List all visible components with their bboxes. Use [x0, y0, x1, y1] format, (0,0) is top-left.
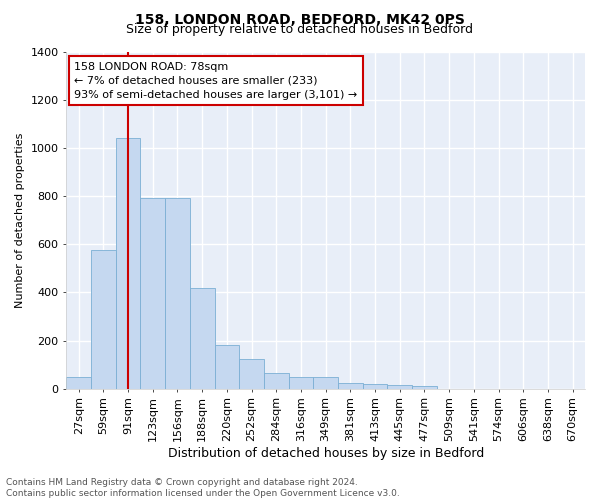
Bar — [264, 373, 289, 388]
Bar — [239, 358, 264, 388]
Bar — [116, 138, 140, 388]
Bar — [338, 382, 363, 388]
Text: Size of property relative to detached houses in Bedford: Size of property relative to detached ho… — [127, 22, 473, 36]
Bar — [190, 288, 215, 388]
Bar — [289, 376, 313, 388]
Bar — [412, 386, 437, 388]
Bar — [363, 384, 388, 388]
Text: 158, LONDON ROAD, BEDFORD, MK42 0PS: 158, LONDON ROAD, BEDFORD, MK42 0PS — [135, 12, 465, 26]
Bar — [140, 198, 165, 388]
Bar — [165, 198, 190, 388]
Y-axis label: Number of detached properties: Number of detached properties — [15, 132, 25, 308]
Bar — [67, 376, 91, 388]
Bar — [313, 376, 338, 388]
Bar — [215, 346, 239, 389]
X-axis label: Distribution of detached houses by size in Bedford: Distribution of detached houses by size … — [167, 447, 484, 460]
Text: Contains HM Land Registry data © Crown copyright and database right 2024.
Contai: Contains HM Land Registry data © Crown c… — [6, 478, 400, 498]
Text: 158 LONDON ROAD: 78sqm
← 7% of detached houses are smaller (233)
93% of semi-det: 158 LONDON ROAD: 78sqm ← 7% of detached … — [74, 62, 358, 100]
Bar — [388, 385, 412, 388]
Bar — [91, 250, 116, 388]
